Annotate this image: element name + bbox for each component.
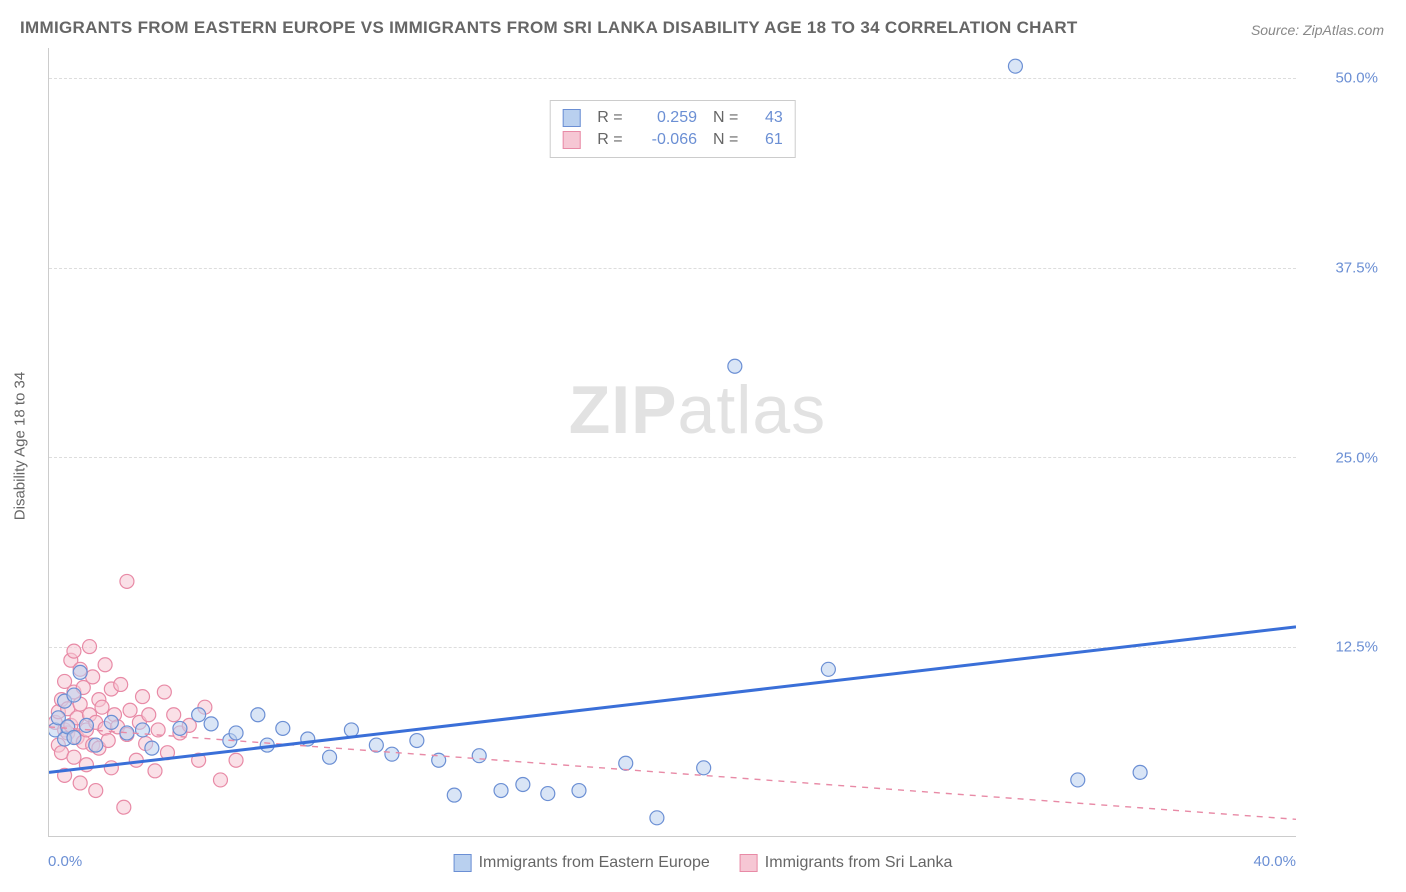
x-axis-tick-min: 0.0%: [48, 853, 82, 870]
data-point: [67, 750, 81, 764]
chart-title: IMMIGRANTS FROM EASTERN EUROPE VS IMMIGR…: [20, 18, 1078, 38]
data-point: [1133, 765, 1147, 779]
data-point: [120, 574, 134, 588]
data-point: [104, 761, 118, 775]
correlation-legend: R = 0.259 N = 43 R = -0.066 N = 61: [549, 100, 796, 158]
data-point: [114, 677, 128, 691]
data-point: [142, 708, 156, 722]
data-point: [167, 708, 181, 722]
data-point: [447, 788, 461, 802]
r-value: -0.066: [637, 131, 697, 149]
r-label: R =: [597, 109, 627, 127]
data-point: [123, 703, 137, 717]
data-point: [229, 753, 243, 767]
data-point: [173, 721, 187, 735]
data-point: [410, 734, 424, 748]
x-axis-tick-max: 40.0%: [1253, 853, 1296, 870]
data-point: [73, 665, 87, 679]
data-point: [157, 685, 171, 699]
data-point: [145, 741, 159, 755]
data-point: [89, 738, 103, 752]
n-value: 61: [753, 131, 783, 149]
data-point: [821, 662, 835, 676]
data-point: [697, 761, 711, 775]
data-point: [650, 811, 664, 825]
data-point: [104, 715, 118, 729]
data-point: [251, 708, 265, 722]
correlation-legend-row: R = 0.259 N = 43: [562, 107, 783, 129]
data-point: [89, 784, 103, 798]
legend-swatch-icon: [740, 854, 758, 872]
data-point: [229, 726, 243, 740]
data-point: [323, 750, 337, 764]
data-point: [1071, 773, 1085, 787]
data-point: [95, 700, 109, 714]
data-point: [73, 776, 87, 790]
data-point: [67, 644, 81, 658]
plot-area: ZIPatlas R = 0.259N = 43R = -0.066N = 61: [48, 48, 1296, 837]
chart-container: IMMIGRANTS FROM EASTERN EUROPE VS IMMIGR…: [0, 0, 1406, 892]
series-legend: Immigrants from Eastern Europe Immigrants…: [454, 854, 953, 872]
source-attribution: Source: ZipAtlas.com: [1251, 22, 1384, 38]
n-label: N =: [713, 131, 743, 149]
data-point: [619, 756, 633, 770]
data-point: [213, 773, 227, 787]
y-axis-tick: 37.5%: [1335, 260, 1378, 277]
data-point: [344, 723, 358, 737]
data-point: [385, 747, 399, 761]
y-axis-tick: 25.0%: [1335, 449, 1378, 466]
data-point: [136, 690, 150, 704]
legend-label: Immigrants from Sri Lanka: [765, 854, 953, 872]
data-point: [369, 738, 383, 752]
data-point: [192, 708, 206, 722]
data-point: [67, 688, 81, 702]
data-point: [83, 640, 97, 654]
n-value: 43: [753, 109, 783, 127]
data-point: [728, 359, 742, 373]
y-axis-tick: 12.5%: [1335, 639, 1378, 656]
legend-item: Immigrants from Eastern Europe: [454, 854, 710, 872]
data-point: [1008, 59, 1022, 73]
r-label: R =: [597, 131, 627, 149]
legend-swatch-icon: [454, 854, 472, 872]
n-label: N =: [713, 109, 743, 127]
r-value: 0.259: [637, 109, 697, 127]
trend-line: [49, 627, 1296, 772]
data-point: [148, 764, 162, 778]
scatter-plot-svg: [49, 48, 1296, 836]
data-point: [276, 721, 290, 735]
data-point: [541, 787, 555, 801]
data-point: [494, 784, 508, 798]
legend-swatch-icon: [562, 131, 580, 149]
data-point: [117, 800, 131, 814]
legend-label: Immigrants from Eastern Europe: [479, 854, 710, 872]
legend-swatch-icon: [562, 109, 580, 127]
data-point: [472, 749, 486, 763]
data-point: [572, 784, 586, 798]
data-point: [98, 658, 112, 672]
y-axis-label: Disability Age 18 to 34: [12, 372, 29, 520]
data-point: [204, 717, 218, 731]
legend-item: Immigrants from Sri Lanka: [740, 854, 953, 872]
data-point: [516, 777, 530, 791]
data-point: [67, 731, 81, 745]
correlation-legend-row: R = -0.066 N = 61: [562, 129, 783, 151]
y-axis-tick: 50.0%: [1335, 70, 1378, 87]
